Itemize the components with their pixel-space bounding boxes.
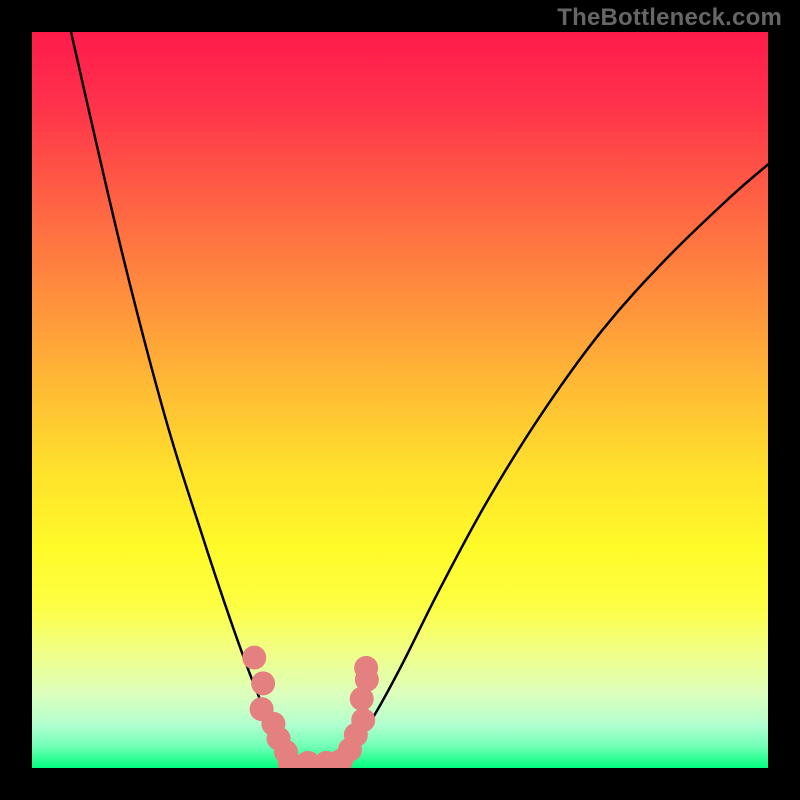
watermark: TheBottleneck.com <box>557 4 782 32</box>
marker-point <box>251 671 275 695</box>
marker-point <box>242 646 266 670</box>
marker-point <box>351 708 375 732</box>
background-gradient <box>32 32 768 768</box>
marker-point <box>354 656 378 680</box>
